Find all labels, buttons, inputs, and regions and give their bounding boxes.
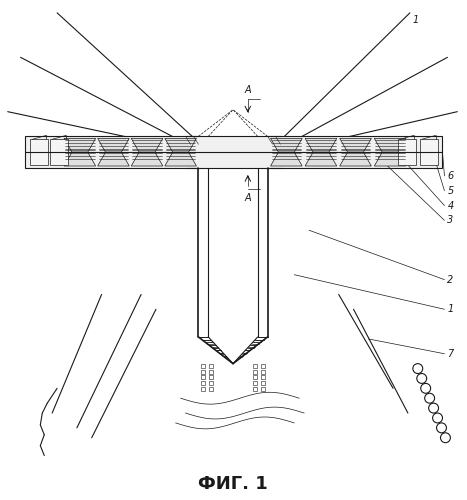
Bar <box>261 382 265 386</box>
Polygon shape <box>64 138 96 152</box>
Bar <box>209 376 213 380</box>
Text: 7: 7 <box>447 349 453 359</box>
Bar <box>261 376 265 380</box>
Bar <box>209 382 213 386</box>
Bar <box>261 370 265 374</box>
Bar <box>261 364 265 368</box>
Text: 6: 6 <box>447 171 453 181</box>
Polygon shape <box>50 140 68 165</box>
Polygon shape <box>375 152 406 166</box>
Bar <box>209 364 213 368</box>
Bar <box>253 364 257 368</box>
Text: ФИГ. 1: ФИГ. 1 <box>198 475 268 493</box>
Polygon shape <box>340 138 371 152</box>
Text: 3: 3 <box>447 216 453 226</box>
Bar <box>261 388 265 392</box>
Polygon shape <box>270 138 302 152</box>
Bar <box>253 382 257 386</box>
Polygon shape <box>98 152 129 166</box>
Text: 1: 1 <box>447 304 453 314</box>
Bar <box>201 388 205 392</box>
Polygon shape <box>340 152 371 166</box>
Text: А: А <box>245 85 251 95</box>
Polygon shape <box>375 138 406 152</box>
Bar <box>253 370 257 374</box>
Polygon shape <box>165 152 197 166</box>
Polygon shape <box>64 152 96 166</box>
Polygon shape <box>398 140 416 165</box>
Polygon shape <box>165 138 197 152</box>
Text: 2: 2 <box>447 274 453 284</box>
Polygon shape <box>305 152 337 166</box>
Bar <box>209 388 213 392</box>
Bar <box>201 376 205 380</box>
Text: А: А <box>245 192 251 202</box>
Text: 1: 1 <box>413 15 419 25</box>
Bar <box>201 364 205 368</box>
Polygon shape <box>131 152 163 166</box>
Polygon shape <box>420 140 438 165</box>
Polygon shape <box>270 152 302 166</box>
Polygon shape <box>131 138 163 152</box>
Bar <box>209 370 213 374</box>
Polygon shape <box>98 138 129 152</box>
Bar <box>201 370 205 374</box>
Polygon shape <box>24 136 443 168</box>
Bar <box>253 388 257 392</box>
Text: 4: 4 <box>447 200 453 210</box>
Text: 5: 5 <box>447 186 453 196</box>
Polygon shape <box>30 140 48 165</box>
Bar <box>201 382 205 386</box>
Bar <box>253 376 257 380</box>
Polygon shape <box>305 138 337 152</box>
